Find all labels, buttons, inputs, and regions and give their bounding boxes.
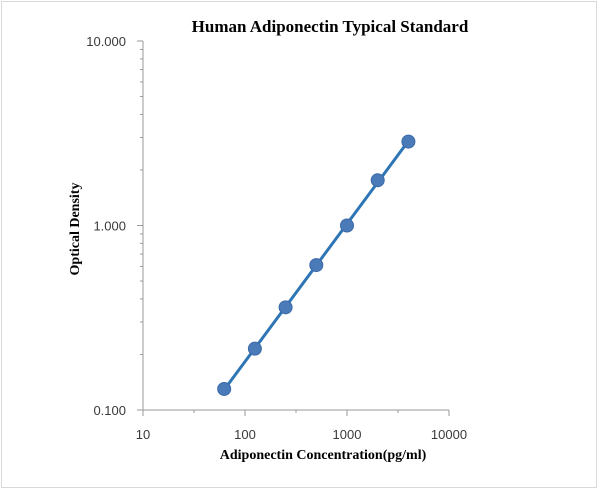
y-axis-label: Optical Density (68, 183, 83, 276)
x-tick-label: 100 (234, 427, 256, 442)
data-point (217, 381, 232, 396)
y-tick-label: 1.000 (93, 219, 126, 234)
x-tick-label: 10 (136, 427, 150, 442)
y-tick-label: 0.100 (93, 403, 126, 418)
tick-labels: 0.100 1.000 10.000 10 100 1000 10000 (86, 34, 467, 442)
y-tick-label: 10.000 (86, 34, 126, 49)
axes (142, 41, 449, 411)
data-point (309, 258, 324, 273)
x-tick-label: 1000 (333, 427, 362, 442)
data-point (278, 300, 293, 315)
series (217, 134, 416, 396)
data-point (247, 341, 262, 356)
data-point (370, 173, 385, 188)
data-point (340, 218, 354, 233)
data-point (401, 134, 416, 149)
x-tick-label: 10000 (431, 427, 467, 442)
chart-title: Human Adiponectin Typical Standard (192, 17, 469, 36)
x-axis-label: Adiponectin Concentration(pg/ml) (220, 448, 427, 463)
ticks (137, 40, 450, 416)
